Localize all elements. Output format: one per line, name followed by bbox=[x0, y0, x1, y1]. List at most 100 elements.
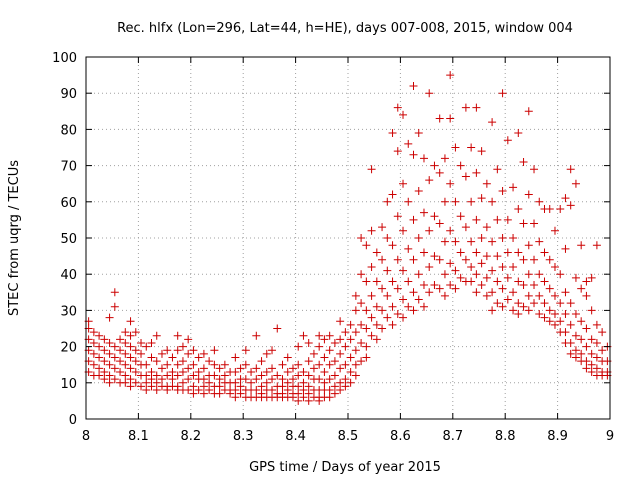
x-axis-label: GPS time / Days of year 2015 bbox=[249, 460, 441, 475]
data-point bbox=[189, 371, 198, 380]
y-tick-label: 0 bbox=[69, 413, 77, 428]
data-point bbox=[163, 346, 172, 355]
data-point bbox=[530, 219, 539, 228]
data-point bbox=[472, 168, 481, 177]
data-point bbox=[566, 349, 575, 358]
data-point bbox=[283, 353, 292, 362]
data-point bbox=[456, 273, 465, 282]
data-point bbox=[582, 364, 591, 373]
data-point bbox=[540, 313, 549, 322]
data-point bbox=[482, 252, 491, 261]
data-point bbox=[409, 306, 418, 315]
data-point bbox=[100, 357, 109, 366]
data-point bbox=[304, 396, 313, 405]
data-point bbox=[545, 284, 554, 293]
data-point bbox=[577, 317, 586, 326]
data-point bbox=[89, 349, 98, 358]
data-point bbox=[147, 375, 156, 384]
y-tick-label: 80 bbox=[60, 123, 77, 138]
data-point bbox=[199, 382, 208, 391]
data-point bbox=[535, 197, 544, 206]
data-point bbox=[488, 237, 497, 246]
data-point bbox=[367, 262, 376, 271]
data-point bbox=[477, 234, 486, 242]
data-point bbox=[315, 360, 324, 369]
data-point bbox=[330, 338, 339, 347]
data-point bbox=[320, 353, 329, 362]
data-point bbox=[341, 382, 350, 391]
data-point bbox=[545, 255, 554, 264]
data-point bbox=[362, 342, 371, 351]
data-point bbox=[184, 349, 193, 358]
data-point bbox=[383, 234, 392, 242]
data-point bbox=[226, 389, 235, 398]
data-point bbox=[524, 107, 533, 116]
data-point bbox=[362, 241, 371, 250]
x-tick-label: 8.9 bbox=[547, 429, 568, 444]
data-point bbox=[451, 266, 460, 275]
data-point bbox=[367, 331, 376, 340]
data-point bbox=[152, 378, 161, 387]
data-point bbox=[126, 382, 135, 391]
data-point bbox=[346, 378, 355, 387]
data-point bbox=[288, 375, 297, 384]
data-point bbox=[163, 360, 172, 369]
data-point bbox=[105, 371, 114, 380]
data-point bbox=[587, 349, 596, 358]
data-point bbox=[530, 299, 539, 308]
data-point bbox=[126, 364, 135, 373]
data-point bbox=[89, 338, 98, 347]
data-point bbox=[378, 284, 387, 293]
data-point bbox=[571, 273, 580, 282]
data-point bbox=[488, 118, 497, 127]
data-point bbox=[372, 302, 381, 311]
data-point bbox=[288, 393, 297, 402]
data-point bbox=[110, 353, 119, 362]
data-point bbox=[577, 241, 586, 250]
data-point bbox=[278, 360, 287, 369]
data-point bbox=[409, 215, 418, 224]
data-point bbox=[168, 375, 177, 384]
data-point bbox=[110, 288, 119, 297]
data-point bbox=[482, 273, 491, 282]
data-point bbox=[142, 360, 151, 369]
data-point bbox=[105, 313, 114, 322]
data-point bbox=[461, 172, 470, 181]
data-point bbox=[336, 335, 345, 344]
data-point bbox=[524, 306, 533, 315]
data-point bbox=[294, 396, 303, 405]
data-point bbox=[362, 306, 371, 315]
data-point bbox=[493, 277, 502, 286]
data-point bbox=[566, 165, 575, 174]
data-point bbox=[399, 226, 408, 235]
data-point bbox=[446, 179, 455, 188]
data-point bbox=[535, 291, 544, 300]
data-point bbox=[241, 346, 250, 355]
data-point bbox=[152, 386, 161, 395]
data-points bbox=[84, 71, 612, 405]
data-point bbox=[451, 284, 460, 293]
data-point bbox=[592, 320, 601, 329]
data-point bbox=[210, 346, 219, 355]
data-point bbox=[456, 248, 465, 257]
data-point bbox=[577, 349, 586, 358]
data-point bbox=[341, 342, 350, 351]
data-point bbox=[383, 291, 392, 300]
data-point bbox=[378, 255, 387, 264]
data-point bbox=[383, 197, 392, 206]
data-point bbox=[393, 284, 402, 293]
data-point bbox=[325, 331, 334, 340]
data-point bbox=[414, 186, 423, 195]
data-point bbox=[446, 281, 455, 290]
data-point bbox=[336, 349, 345, 358]
data-point bbox=[519, 219, 528, 228]
data-point bbox=[383, 313, 392, 322]
data-point bbox=[330, 371, 339, 380]
data-point bbox=[357, 357, 366, 366]
data-point bbox=[514, 310, 523, 319]
data-point bbox=[126, 342, 135, 351]
data-point bbox=[514, 248, 523, 257]
data-point bbox=[173, 371, 182, 380]
data-point bbox=[493, 252, 502, 261]
